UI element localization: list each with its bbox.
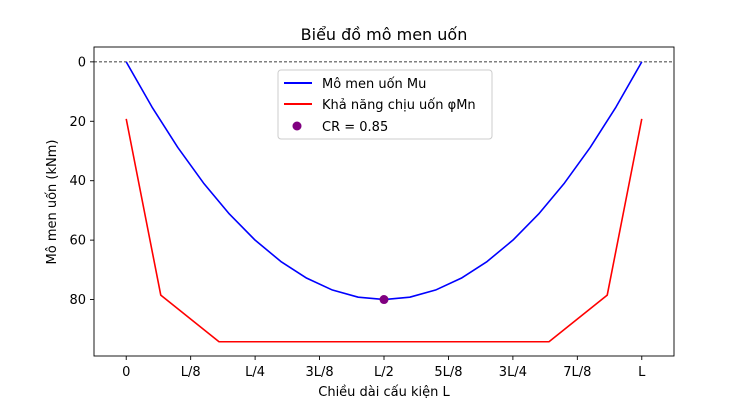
x-tick-label-4: L/2 (374, 365, 394, 380)
legend-label-mu: Mô men uốn Mu (322, 77, 426, 92)
x-tick-label-7: 7L/8 (563, 365, 591, 380)
x-tick-label-5: 5L/8 (434, 365, 462, 380)
y-tick-label-2: 40 (69, 174, 86, 189)
y-tick-label-4: 80 (69, 293, 86, 308)
x-tick-label-1: L/8 (181, 365, 201, 380)
y-tick-label-1: 20 (69, 115, 86, 130)
legend: Mô men uốn Mu Khả năng chịu uốn φMn CR =… (277, 69, 493, 140)
legend-label-cr: CR = 0.85 (322, 120, 388, 135)
x-tick-label-8: L (638, 365, 646, 380)
plot-area: 0 L/8 L/4 3L/8 L/2 5L/8 3L/4 7L/8 L 0 20 40 60 80 (69, 46, 675, 380)
x-tick-label-2: L/4 (245, 365, 265, 380)
legend-marker-cr (292, 121, 302, 131)
cr-point-0 (379, 295, 389, 305)
x-tick-label-0: 0 (122, 365, 130, 380)
legend-label-phimn: Khả năng chịu uốn φMn (322, 98, 476, 113)
chart-title: Biểu đồ mô men uốn (301, 25, 468, 44)
y-tick-label-0: 0 (78, 55, 86, 70)
x-axis-label: Chiều dài cấu kiện L (318, 385, 450, 400)
y-tick-label-3: 60 (69, 234, 86, 249)
x-tick-label-6: 3L/4 (499, 365, 527, 380)
y-axis-label: Mô men uốn (kNm) (45, 140, 60, 265)
series-line-1 (125, 118, 643, 343)
x-tick-label-3: 3L/8 (305, 365, 333, 380)
legend-frame (277, 69, 493, 140)
